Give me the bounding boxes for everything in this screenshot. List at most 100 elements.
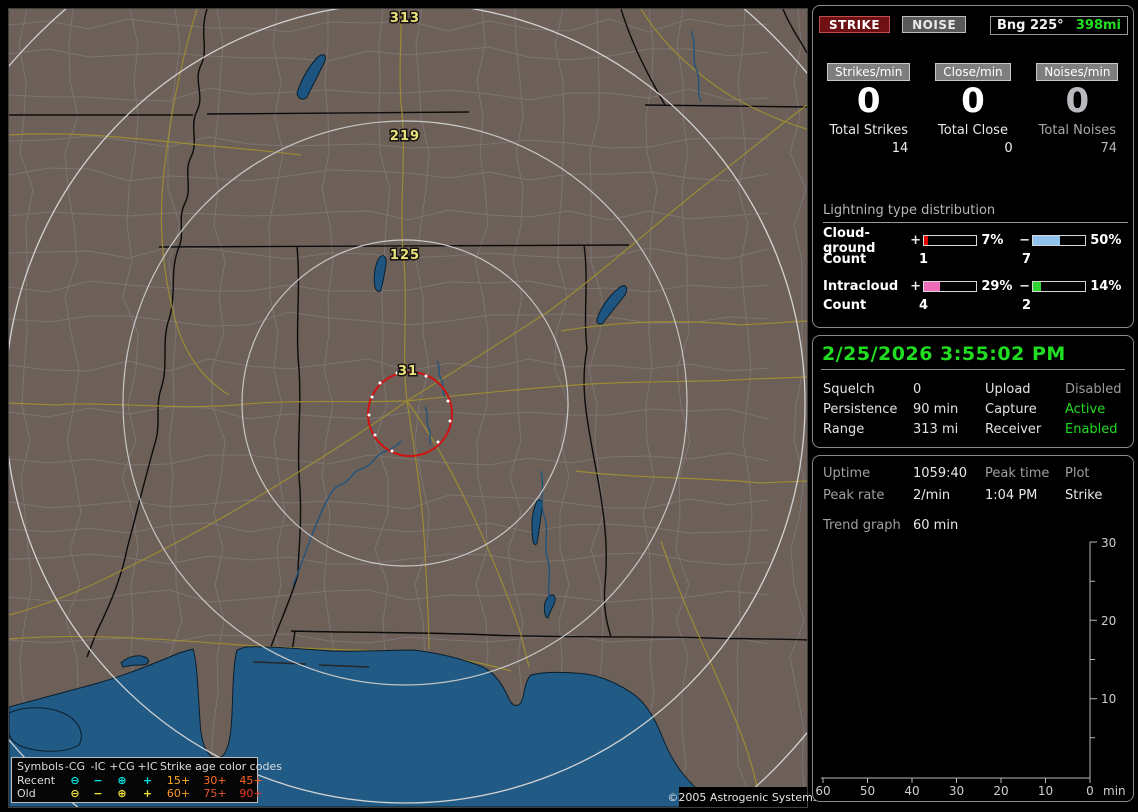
x-tick-30: 30 <box>949 784 964 798</box>
count-label: Count <box>823 252 867 267</box>
peak-rate-label: Peak rate <box>823 487 885 503</box>
close-per-min-value: 0 <box>961 81 985 121</box>
x-tick-10: 10 <box>1038 784 1053 798</box>
strikes-counter: Strikes/min 0 Total Strikes 14 <box>821 61 916 156</box>
map-legend: Symbols -CG -IC +CG +IC Strike age color… <box>11 757 282 803</box>
squelch-label: Squelch <box>823 381 875 397</box>
cg-plus-percent: 7% <box>981 233 1004 248</box>
noises-counter: Noises/min 0 Total Noises 74 <box>1030 61 1125 156</box>
uptime-value: 1059:40 <box>913 465 968 481</box>
cg-minus-bar <box>1031 235 1087 246</box>
squelch-value: 0 <box>913 381 922 397</box>
trend-graph: 30 20 10 60 50 40 30 20 10 0 min <box>815 536 1125 798</box>
total-close-label: Total Close <box>938 123 1008 138</box>
peak-rate-value: 2/min <box>913 487 951 503</box>
neg-cg-recent-icon: ⊖ <box>70 773 80 787</box>
legend-recent-label: Recent <box>17 773 56 787</box>
noises-per-min-value: 0 <box>1065 81 1090 121</box>
close-alarm-ring <box>367 371 453 457</box>
plot-label: Plot <box>1065 465 1090 481</box>
noises-per-min-header: Noises/min <box>1036 63 1119 81</box>
legend-age-title: Strike age color codes <box>160 760 282 773</box>
total-strikes-value: 14 <box>891 141 909 156</box>
ic-minus-percent: 14% <box>1090 279 1122 294</box>
strikes-per-min-value: 0 <box>856 81 881 121</box>
legend-neg-ic-header: -IC <box>90 760 106 773</box>
pos-cg-old-icon: ⊕ <box>117 787 127 800</box>
stats-trend-panel: Uptime 1059:40 Peak time Plot Peak rate … <box>812 455 1134 802</box>
x-tick-0: 0 <box>1086 784 1094 798</box>
plus-sign: + <box>910 233 922 248</box>
map-canvas: 313 219 125 31 <box>9 9 807 807</box>
ring-distance-labels: 313 219 125 31 <box>388 10 420 381</box>
bearing-value: Bng 225° <box>997 18 1064 33</box>
receiver-status: Enabled <box>1065 421 1118 437</box>
legend-neg-cg-header: -CG <box>64 760 86 773</box>
cloud-ground-count-row: Count 1 7 <box>823 252 1128 268</box>
peak-time-label: Peak time <box>985 465 1050 481</box>
x-tick-20: 20 <box>993 784 1008 798</box>
x-tick-40: 40 <box>904 784 919 798</box>
ring-label-219: 219 <box>390 129 420 144</box>
neg-ic-recent-icon: − <box>93 773 103 787</box>
stats-rows: Uptime 1059:40 Peak time Plot Peak rate … <box>813 456 1133 536</box>
total-strikes-label: Total Strikes <box>829 123 908 138</box>
x-tick-50: 50 <box>860 784 875 798</box>
rate-counters: Strikes/min 0 Total Strikes 14 Close/min… <box>821 61 1125 156</box>
peak-rate-row: Peak rate 2/min 1:04 PM Strike <box>813 484 1133 506</box>
y-tick-30: 30 <box>1101 536 1116 550</box>
strike-mode-button[interactable]: STRIKE <box>819 16 891 33</box>
noise-mode-button[interactable]: NOISE <box>902 16 967 33</box>
strike-counter-panel: STRIKE NOISE Bng 225° 398mi Strikes/min … <box>812 5 1134 328</box>
legend-old-label: Old <box>17 787 36 800</box>
squelch-upload-row: Squelch 0 Upload Disabled <box>813 379 1133 399</box>
total-noises-label: Total Noises <box>1038 123 1116 138</box>
x-tick-60: 60 <box>815 784 830 798</box>
age-code-45: 45+ <box>239 773 263 787</box>
age-code-60: 60+ <box>166 787 191 800</box>
pos-ic-old-icon: + <box>142 787 153 800</box>
cg-plus-count: 1 <box>919 252 929 267</box>
trend-graph-row: Trend graph 60 min <box>813 514 1133 536</box>
legend-pos-ic-header: +IC <box>137 760 158 773</box>
cloud-ground-label: Cloud-ground <box>823 225 876 256</box>
plot-mode-value: Strike <box>1065 487 1103 503</box>
intracloud-count-row: Count 4 2 <box>823 298 1128 314</box>
minus-sign: − <box>1019 233 1030 248</box>
ic-minus-bar <box>1031 281 1087 292</box>
persistence-capture-row: Persistence 90 min Capture Active <box>813 399 1133 419</box>
peak-time-value: 1:04 PM <box>985 487 1038 503</box>
total-noises-value: 74 <box>1100 141 1117 156</box>
uptime-label: Uptime <box>823 465 871 481</box>
age-code-90: 90+ <box>239 787 263 800</box>
ring-label-125: 125 <box>390 248 420 263</box>
close-per-min-header: Close/min <box>935 63 1011 81</box>
trend-graph-window: 60 min <box>913 517 959 533</box>
y-tick-20: 20 <box>1101 614 1116 628</box>
persistence-label: Persistence <box>823 401 898 417</box>
ic-plus-bar <box>923 281 978 292</box>
distribution-title: Lightning type distribution <box>823 203 1128 223</box>
strike-map[interactable]: 313 219 125 31 Symbols -CG -IC +CG +IC S… <box>8 8 819 808</box>
uptime-row: Uptime 1059:40 Peak time Plot <box>813 462 1133 484</box>
cloud-ground-row: Cloud-ground + 7% − 50% <box>823 226 1128 256</box>
pos-ic-recent-icon: + <box>142 773 153 787</box>
bearing-range-value: 398mi <box>1075 18 1121 33</box>
cg-minus-count: 7 <box>1022 252 1032 267</box>
pos-cg-recent-icon: ⊕ <box>117 773 127 787</box>
status-panel: 2/25/2026 3:55:02 PM Squelch 0 Upload Di… <box>812 335 1134 448</box>
persistence-value: 90 min <box>913 401 959 417</box>
close-counter: Close/min 0 Total Close 0 <box>925 61 1020 156</box>
mode-toolbar: STRIKE NOISE Bng 225° 398mi <box>819 16 1128 36</box>
y-tick-10: 10 <box>1101 692 1116 706</box>
receiver-label: Receiver <box>985 421 1042 437</box>
count-label: Count <box>823 298 867 313</box>
upload-label: Upload <box>985 381 1031 397</box>
age-code-15: 15+ <box>166 773 191 787</box>
strikes-per-min-header: Strikes/min <box>826 63 911 81</box>
rivers <box>292 30 702 602</box>
cg-minus-percent: 50% <box>1090 233 1122 248</box>
range-receiver-row: Range 313 mi Receiver Enabled <box>813 419 1133 439</box>
plus-sign: + <box>910 279 922 294</box>
strike-dots <box>367 371 452 453</box>
